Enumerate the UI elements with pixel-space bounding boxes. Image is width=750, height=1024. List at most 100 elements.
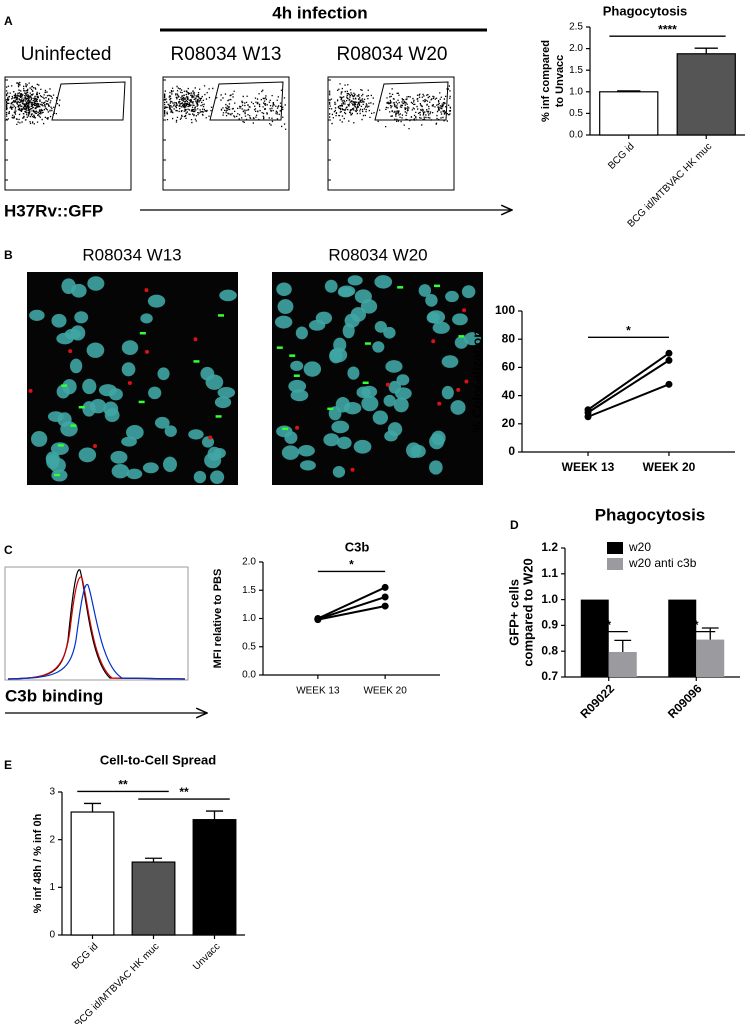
y-tick-label: 1.2: [541, 540, 558, 554]
bacterium: [433, 284, 440, 288]
point: [584, 413, 592, 421]
stain: [208, 435, 213, 440]
nucleus: [188, 429, 204, 440]
histogram-axis-label: C3b binding: [5, 686, 103, 705]
nucleus: [396, 374, 410, 386]
error-bar: [83, 802, 102, 813]
error-bar: [205, 810, 224, 820]
nucleus: [387, 422, 403, 437]
line: [317, 586, 386, 620]
bacterium: [397, 286, 404, 289]
nucleus: [205, 374, 224, 390]
bar: [70, 811, 115, 936]
nucleus: [464, 332, 481, 346]
flow-title: Uninfected: [21, 44, 112, 65]
y-tick-label: 0.9: [541, 618, 558, 632]
nucleus: [353, 439, 372, 454]
y-tick-label: 2.5: [569, 22, 583, 33]
legend-swatch: [607, 558, 623, 570]
nucleus: [86, 342, 105, 358]
stain: [437, 401, 442, 406]
panel-label: A: [4, 14, 13, 28]
nucleus: [425, 294, 438, 307]
y-axis-label: % inf compared: [540, 40, 552, 122]
y-tick-label: 20: [502, 416, 516, 430]
y-axis-label: to Unvacc: [554, 55, 566, 108]
bacterium: [276, 346, 283, 349]
point: [665, 380, 673, 388]
nucleus: [383, 394, 396, 407]
x-tick-label: BCG id: [70, 941, 101, 972]
y-tick-label: 0.0: [569, 130, 583, 141]
panel-label: B: [4, 248, 13, 262]
nucleus: [303, 361, 322, 377]
line: [317, 605, 386, 621]
nucleus: [154, 416, 170, 429]
y-tick-label: 100: [495, 303, 515, 317]
nucleus: [204, 452, 222, 469]
nucleus: [331, 420, 350, 434]
nucleus: [290, 389, 309, 402]
nucleus: [388, 380, 402, 394]
point: [381, 593, 389, 601]
nucleus: [372, 410, 388, 425]
bacterium: [362, 381, 369, 385]
nucleus: [163, 456, 177, 473]
histogram-curve: [7, 576, 186, 680]
stain: [350, 467, 355, 472]
y-axis-label: GFP+ cells: [506, 579, 521, 646]
nucleus: [147, 294, 166, 308]
y-tick-label: 60: [502, 360, 516, 374]
nucleus: [140, 313, 153, 324]
y-axis-label: % inf 48h / % inf 0h: [32, 813, 44, 913]
nucleus: [217, 386, 236, 399]
y-tick-label: 1.0: [569, 86, 583, 97]
y-tick-label: 1.0: [541, 592, 558, 606]
significance-label: *: [694, 618, 699, 632]
y-tick-label: 40: [502, 388, 516, 402]
flow-title: R08034 W20: [337, 44, 448, 65]
image-title: R08034 W13: [82, 245, 181, 264]
significance-label: **: [179, 785, 189, 799]
point: [314, 616, 322, 624]
nucleus: [50, 442, 69, 456]
point: [381, 602, 389, 610]
nucleus: [121, 436, 137, 447]
y-axis-label: % Colocalization: [469, 330, 484, 433]
bacterium: [78, 405, 85, 409]
significance-label: *: [626, 323, 631, 337]
bacterium: [193, 360, 200, 363]
error-bar: [614, 639, 632, 652]
significance-label: **: [118, 778, 128, 792]
nucleus: [336, 436, 352, 450]
nucleus: [56, 384, 70, 399]
bacterium: [289, 354, 296, 357]
flow-dots: [164, 85, 287, 130]
nucleus: [61, 278, 76, 295]
nucleus: [126, 468, 143, 480]
panel-label: D: [510, 518, 519, 532]
nucleus: [329, 347, 348, 363]
nucleus: [445, 290, 459, 303]
stain: [145, 349, 150, 354]
line: [317, 596, 386, 621]
nucleus: [103, 401, 119, 417]
x-tick-label: WEEK 13: [296, 686, 340, 697]
gate: [209, 81, 284, 121]
nucleus: [338, 285, 356, 297]
image-title: R08034 W20: [328, 245, 427, 264]
nucleus: [219, 289, 237, 302]
nucleus: [332, 466, 346, 478]
nucleus: [148, 386, 162, 400]
stain: [144, 288, 149, 293]
nucleus: [82, 378, 97, 395]
bacterium: [327, 407, 334, 411]
bar: [676, 53, 736, 136]
nucleus: [290, 360, 304, 371]
nucleus: [360, 299, 378, 314]
bacterium: [61, 384, 68, 387]
y-tick-label: 0.5: [242, 641, 256, 652]
nucleus: [374, 321, 387, 333]
bacterium: [458, 335, 465, 338]
nucleus: [418, 284, 432, 297]
